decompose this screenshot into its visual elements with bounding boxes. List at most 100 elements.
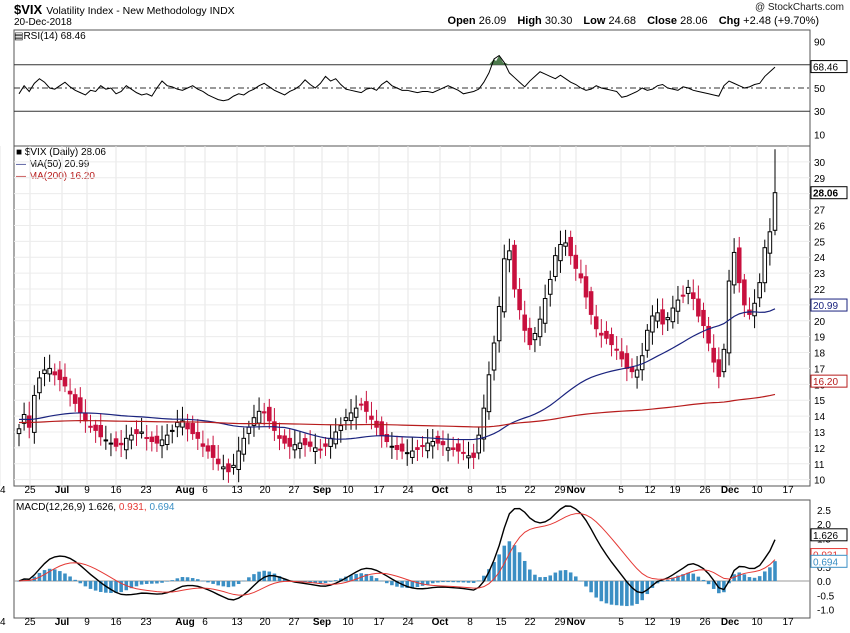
- candle-down: [200, 443, 206, 447]
- macd-hist-bar: [262, 570, 266, 582]
- candle-down: [384, 433, 390, 443]
- x-tick-label: 10: [751, 617, 763, 628]
- x-tick-label: 24: [402, 485, 414, 496]
- candle-up: [507, 250, 512, 261]
- candle-down: [215, 458, 221, 465]
- macd-hist-bar: [78, 581, 83, 584]
- x-tick-label: 6: [202, 617, 208, 628]
- macd-y-tick-label: -0.5: [817, 591, 835, 602]
- hist-value-label: 0.694: [813, 557, 838, 568]
- candle-up: [236, 450, 241, 470]
- macd-hist-bar: [206, 581, 210, 583]
- candle-up: [476, 434, 482, 454]
- macd-hist-bar: [507, 541, 512, 582]
- macd-hist-bar: [650, 581, 655, 588]
- x-tick-label: 12: [644, 617, 656, 628]
- candle-up: [445, 447, 451, 451]
- x-tick-label: 26: [699, 617, 711, 628]
- x-tick-label: 15: [495, 485, 507, 496]
- candle-down: [62, 376, 68, 387]
- hist-value-box: [810, 554, 848, 568]
- candle-down: [568, 236, 573, 257]
- macd-hist-bar: [737, 572, 742, 582]
- x-tick-label: Nov: [567, 617, 586, 628]
- macd-hist-bar: [471, 581, 476, 583]
- macd-hist-bar: [614, 581, 619, 606]
- signal-line: [18, 513, 776, 596]
- macd-value-label: 1.626: [813, 531, 838, 542]
- macd-hist-bar: [630, 581, 634, 606]
- macd-hist-bar: [196, 579, 200, 582]
- macd-hist-bar: [635, 581, 639, 604]
- x-tick-label: 26: [699, 485, 711, 496]
- candle-up: [772, 192, 778, 231]
- x-tick-label: 23: [140, 617, 152, 628]
- x-tick-label: 27: [288, 485, 300, 496]
- macd-hist-bar: [665, 579, 670, 582]
- candle-up: [491, 342, 497, 371]
- macd-hist-bar: [42, 570, 47, 582]
- macd-hist-bar: [93, 581, 98, 591]
- low-value: 24.68: [608, 15, 637, 27]
- candle-down: [394, 445, 400, 450]
- price-y-tick-label: 12: [814, 444, 826, 455]
- x-tick-label: 17: [782, 485, 794, 496]
- candle-up: [180, 420, 185, 428]
- candle-up: [675, 299, 681, 312]
- candle-down: [435, 435, 441, 444]
- candle-down: [282, 435, 287, 444]
- macd-hist-bar: [676, 575, 680, 582]
- candle-down: [149, 436, 155, 443]
- macd-hist-bar: [533, 574, 537, 582]
- macd-hist-bar: [517, 552, 522, 582]
- candle-down: [527, 327, 533, 346]
- candle-up: [537, 318, 543, 338]
- x-tick-label: 20: [259, 485, 271, 496]
- candle-down: [706, 325, 711, 344]
- candle-down: [272, 421, 277, 431]
- candle-up: [430, 441, 436, 447]
- x-tick-label: Jul: [55, 617, 70, 628]
- macd-hist-bar: [451, 581, 455, 583]
- macd-hist-bar: [277, 576, 282, 582]
- macd-hist-bar: [528, 569, 532, 582]
- x-tick-label: Sep: [313, 617, 331, 628]
- x-tick-label: 24: [0, 617, 6, 628]
- macd-hist-bar: [134, 581, 139, 587]
- price-y-tick-label: 24: [814, 253, 826, 264]
- ticker-description: Volatility Index - New Methodology INDX: [46, 5, 235, 17]
- candle-up: [42, 369, 47, 375]
- macd-hist-bar: [420, 581, 425, 586]
- macd-y-tick-label: 0.0: [817, 577, 831, 588]
- macd-hist-bar: [706, 581, 711, 585]
- price-legend-entry: ■ $VIX (Daily) 28.06: [16, 147, 106, 158]
- macd-histogram: [17, 541, 777, 607]
- candle-down: [226, 463, 231, 473]
- candle-down: [680, 294, 686, 297]
- macd-hist-bar: [768, 567, 772, 582]
- candle-down: [369, 415, 374, 420]
- candle-up: [246, 426, 252, 434]
- x-tick-label: 6: [202, 485, 208, 496]
- macd-hist-bar: [354, 573, 358, 582]
- macd-hist-bar: [155, 581, 159, 584]
- change-value: +2.48 (+9.70%): [743, 15, 819, 27]
- x-tick-label: 9: [84, 617, 90, 628]
- candle-down: [379, 421, 384, 436]
- macd-hist-bar: [339, 578, 343, 582]
- ma50-value-label: 20.99: [813, 301, 838, 312]
- x-tick-label: 24: [402, 617, 414, 628]
- x-tick-label: Oct: [432, 617, 449, 628]
- candle-up: [139, 431, 144, 434]
- macd-hist-bar: [671, 577, 675, 582]
- macd-hist-bar: [139, 581, 144, 585]
- ma200-line: [18, 393, 776, 428]
- open-value: 26.09: [478, 15, 507, 27]
- candle-down: [154, 435, 160, 444]
- candle-up: [32, 394, 37, 433]
- macd-hist-bar: [221, 581, 226, 587]
- candle-down: [593, 316, 599, 330]
- candle-down: [415, 447, 420, 450]
- candle-up: [757, 282, 762, 299]
- price-y-tick-label: 14: [814, 412, 826, 423]
